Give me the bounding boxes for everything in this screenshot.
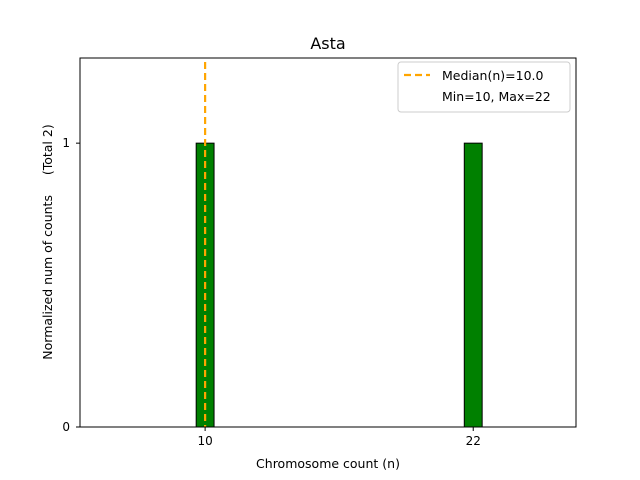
- plot-area: [195, 62, 483, 428]
- x-tick-label-10: 10: [197, 434, 212, 448]
- chart-title: Asta: [310, 34, 345, 53]
- x-tick-label-22: 22: [466, 434, 481, 448]
- axes-frame: [79, 57, 577, 428]
- y-tick-label-1: 1: [62, 136, 70, 150]
- legend-entry-0: Median(n)=10.0: [442, 68, 543, 83]
- axis-ticks: 10 22 0 1: [62, 136, 481, 448]
- y-axis-label: Normalized num of counts (Total 2): [40, 124, 55, 359]
- x-axis-label: Chromosome count (n): [256, 456, 400, 471]
- bar-22: [463, 142, 483, 428]
- legend-entry-1: Min=10, Max=22: [442, 89, 551, 104]
- legend: Median(n)=10.0 Min=10, Max=22: [397, 61, 571, 113]
- legend-box: [397, 61, 571, 113]
- y-tick-label-0: 0: [62, 420, 70, 434]
